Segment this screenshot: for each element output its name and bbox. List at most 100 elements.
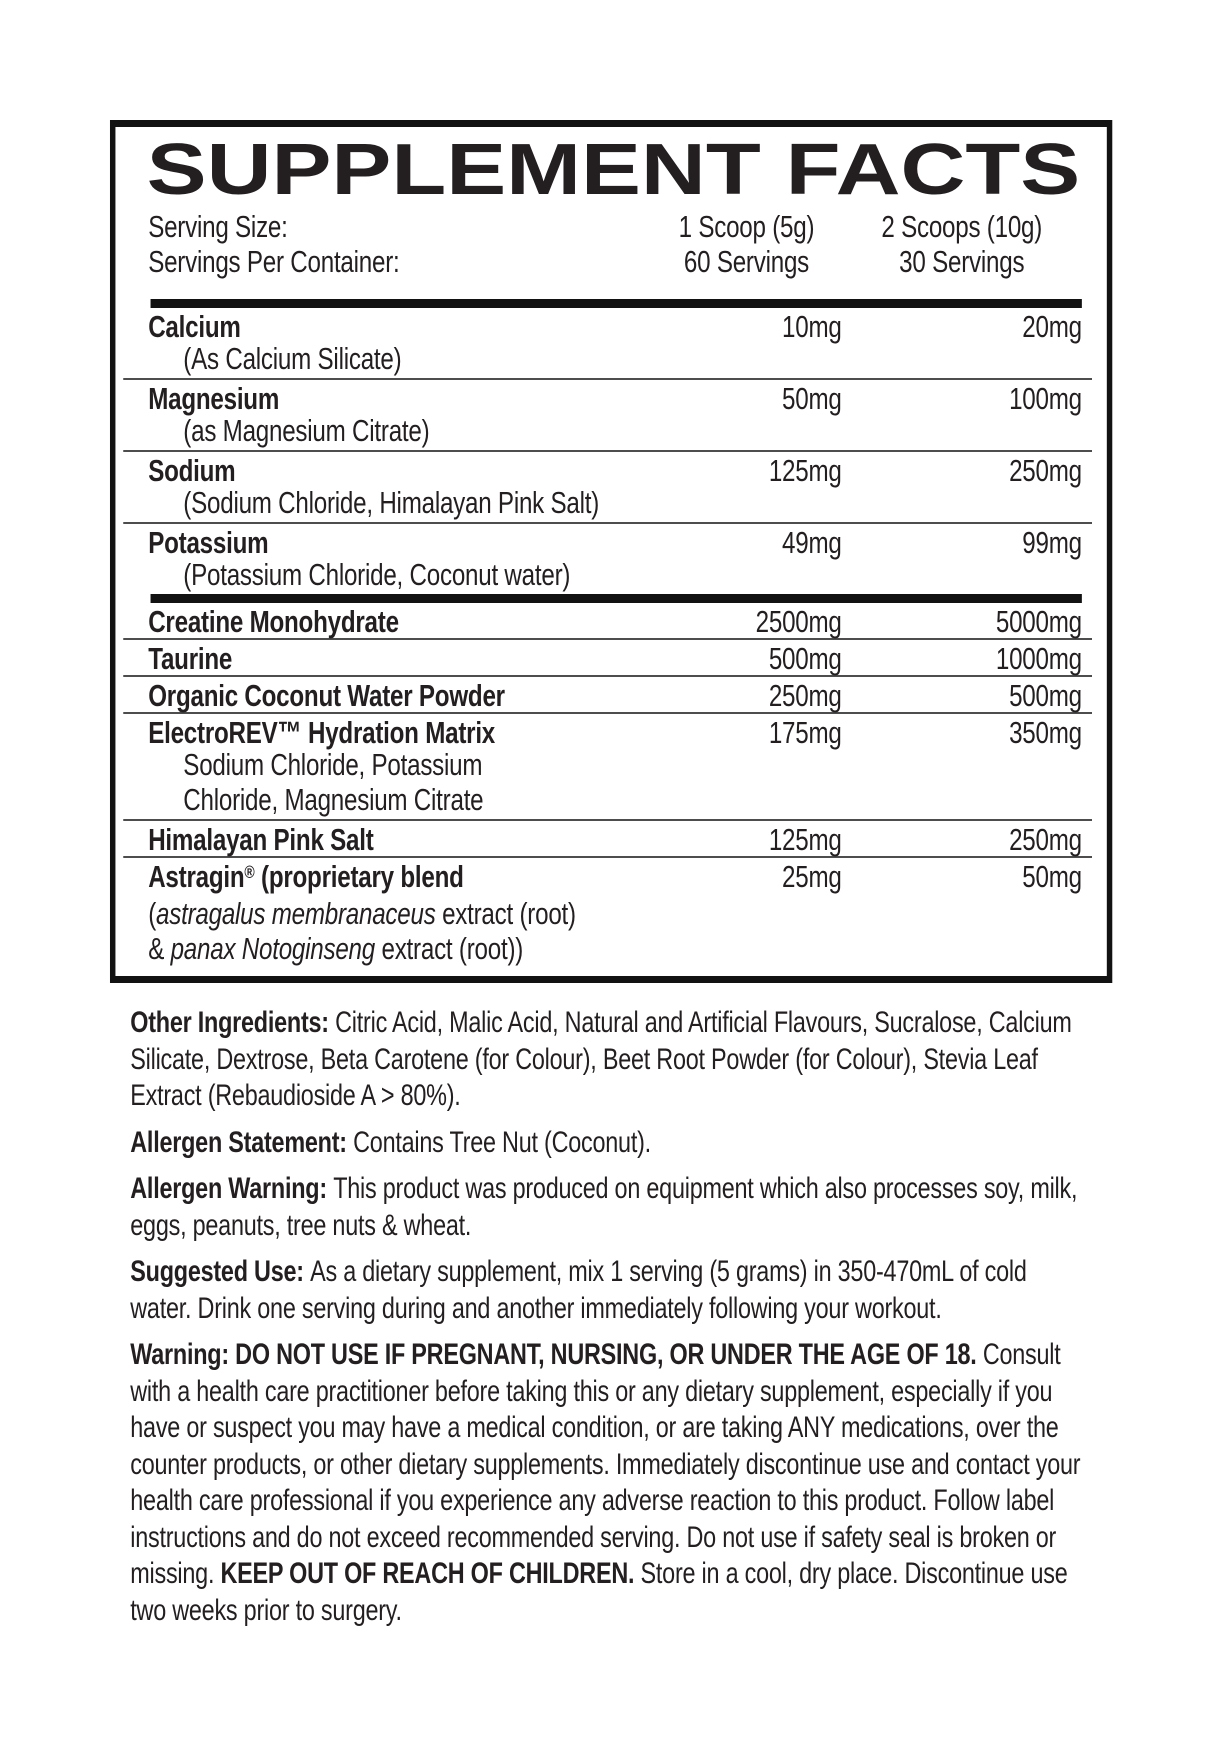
ingredient-row: Calcium 10mg 20mg (As Calcium Silicate)	[115, 308, 1106, 380]
text-run: astragalus membranaceus	[156, 896, 436, 931]
ingredient-name: Calcium	[148, 311, 651, 342]
ingredient-name: Taurine	[148, 643, 651, 674]
panel-title: SUPPLEMENT FACTS	[146, 130, 1081, 210]
allergen-statement-paragraph: Allergen Statement: Contains Tree Nut (C…	[130, 1125, 1086, 1162]
amount-per-2-scoops: 1000mg	[995, 641, 1082, 676]
text-run: Suggested Use:	[130, 1255, 311, 1288]
amount-per-1-scoop: 125mg	[768, 453, 842, 488]
ingredient-name: Creatine Monohydrate	[148, 606, 651, 637]
ingredient-main-line: Calcium 10mg 20mg	[148, 308, 1082, 343]
ingredient-row: Astragin® (proprietary blend 25mg 50mg (ast…	[115, 858, 1106, 968]
ingredient-name: Magnesium	[148, 383, 651, 414]
amount-per-2-scoops: 500mg	[1009, 678, 1082, 713]
suggested-use-paragraph: Suggested Use: As a dietary supplement, …	[130, 1254, 1086, 1327]
info-paragraphs: Other Ingredients: Citric Acid, Malic Ac…	[130, 1005, 1086, 1629]
text-run: Contains Tree Nut (Coconut).	[353, 1125, 651, 1159]
ingredient-source: Sodium Chloride, Potassium	[183, 749, 1082, 784]
ingredients-table: Calcium 10mg 20mg (As Calcium Silicate) Magn…	[115, 308, 1106, 968]
text-run: Taurine	[148, 641, 233, 676]
ingredient-main-line: Potassium 49mg 99mg	[148, 524, 1082, 559]
amount-per-1-scoop: 49mg	[782, 525, 842, 560]
amount-per-2-scoops: 250mg	[1009, 453, 1082, 488]
other-ingredients-paragraph: Other Ingredients: Citric Acid, Malic Ac…	[130, 1005, 1086, 1115]
ingredient-name: Astragin® (proprietary blend	[148, 861, 651, 897]
text-run: (proprietary blend	[254, 859, 464, 894]
ingredient-source: (astragalus membranaceus extract (root)	[148, 898, 1082, 933]
ingredient-name: Himalayan Pink Salt	[148, 824, 651, 855]
amount-per-1-scoop: 10mg	[782, 309, 842, 344]
amount-per-2-scoops: 20mg	[1022, 309, 1082, 344]
ingredient-row: Magnesium 50mg 100mg (as Magnesium Citrate)	[115, 380, 1106, 452]
amount-per-1-scoop: 25mg	[782, 859, 842, 894]
divider-thin	[123, 522, 1093, 524]
ingredient-name: Organic Coconut Water Powder	[148, 680, 651, 711]
amount-per-1-scoop: 50mg	[782, 381, 842, 416]
ingredient-source: & panax Notoginseng extract (root))	[148, 933, 1082, 968]
ingredient-name: Sodium	[148, 455, 651, 486]
amount-per-1-scoop: 2500mg	[755, 604, 842, 639]
ingredient-main-line: ElectroREV™ Hydration Matrix 175mg 350mg	[148, 714, 1082, 749]
ingredient-name: ElectroREV™ Hydration Matrix	[148, 717, 651, 748]
text-run: Potassium	[148, 525, 269, 560]
text-run: panax Notoginseng	[170, 931, 376, 966]
text-run: Citric Acid, Malic Acid, Natural and Art…	[130, 1006, 1072, 1112]
ingredient-source: Chloride, Magnesium Citrate	[183, 784, 1082, 819]
serving-size-label: Serving Size:	[148, 209, 288, 244]
ingredient-row: Creatine Monohydrate 2500mg 5000mg	[115, 603, 1106, 640]
amount-per-2-scoops: 350mg	[1009, 715, 1082, 750]
text-run: Organic Coconut Water Powder	[148, 678, 505, 713]
ingredient-source: (Sodium Chloride, Himalayan Pink Salt)	[183, 487, 1082, 522]
text-run: Creatine Monohydrate	[148, 604, 399, 639]
ingredient-main-line: Taurine 500mg 1000mg	[148, 640, 1082, 675]
supplement-facts-panel: SUPPLEMENT FACTS Serving Size: 1 Scoop (…	[109, 120, 1113, 983]
ingredient-row: Organic Coconut Water Powder 250mg 500mg	[115, 677, 1106, 714]
ingredient-source: (As Calcium Silicate)	[183, 343, 1082, 378]
ingredient-row: Taurine 500mg 1000mg	[115, 640, 1106, 677]
text-run: (Sodium Chloride, Himalayan Pink Salt)	[183, 485, 600, 520]
text-run: Consult with a health care practitioner …	[130, 1338, 1081, 1590]
amount-per-2-scoops: 5000mg	[995, 604, 1082, 639]
text-run: (Potassium Chloride, Coconut water)	[183, 557, 571, 592]
warning-paragraph: Warning: DO NOT USE IF PREGNANT, NURSING…	[130, 1337, 1086, 1629]
divider-thin	[123, 378, 1093, 380]
text-run: (	[148, 896, 157, 931]
text-run: Sodium Chloride, Potassium	[183, 747, 483, 782]
ingredient-row: Sodium 125mg 250mg (Sodium Chloride, Himala…	[115, 452, 1106, 524]
amount-per-2-scoops: 50mg	[1022, 859, 1082, 894]
text-run: As a dietary supplement, mix 1 serving (…	[130, 1255, 1027, 1325]
text-run: &	[148, 931, 171, 966]
ingredient-row: Potassium 49mg 99mg (Potassium Chloride, Co…	[115, 524, 1106, 603]
text-run: KEEP OUT OF REACH OF CHILDREN.	[220, 1557, 635, 1590]
text-run: ElectroREV™ Hydration Matrix	[148, 715, 496, 750]
ingredient-main-line: Magnesium 50mg 100mg	[148, 380, 1082, 415]
text-run: Sodium	[148, 453, 236, 488]
text-run: Allergen Warning:	[130, 1172, 334, 1205]
text-run: Calcium	[148, 309, 241, 344]
text-run: Allergen Statement:	[130, 1125, 354, 1159]
text-run: Chloride, Magnesium Citrate	[183, 782, 484, 817]
ingredient-main-line: Organic Coconut Water Powder 250mg 500mg	[148, 677, 1082, 712]
ingredient-row: Himalayan Pink Salt 125mg 250mg	[115, 821, 1106, 858]
text-run: extract (root))	[374, 931, 524, 966]
text-run: Himalayan Pink Salt	[148, 822, 374, 857]
divider-thin	[123, 856, 1093, 858]
amount-per-1-scoop: 175mg	[768, 715, 842, 750]
ingredient-main-line: Sodium 125mg 250mg	[148, 452, 1082, 487]
divider-thin	[123, 819, 1093, 821]
serving-size-col1: 1 Scoop (5g)	[678, 209, 815, 244]
amount-per-1-scoop: 250mg	[768, 678, 842, 713]
text-run: (as Magnesium Citrate)	[183, 413, 430, 448]
ingredient-source: (as Magnesium Citrate)	[183, 415, 1082, 450]
amount-per-2-scoops: 250mg	[1009, 822, 1082, 857]
ingredient-main-line: Creatine Monohydrate 2500mg 5000mg	[148, 603, 1082, 638]
ingredient-source: (Potassium Chloride, Coconut water)	[183, 559, 1082, 594]
servings-per-container-col2: 30 Servings	[899, 244, 1025, 279]
divider-thick	[150, 299, 1082, 308]
divider-thin	[123, 638, 1093, 640]
text-run: (As Calcium Silicate)	[183, 341, 402, 376]
allergen-warning-paragraph: Allergen Warning: This product was produ…	[130, 1171, 1086, 1244]
text-run: Magnesium	[148, 381, 280, 416]
servings-per-container-col1: 60 Servings	[683, 244, 810, 279]
divider-thin	[123, 450, 1093, 452]
servings-per-container-row: Servings Per Container: 60 Servings 30 S…	[148, 244, 1082, 279]
